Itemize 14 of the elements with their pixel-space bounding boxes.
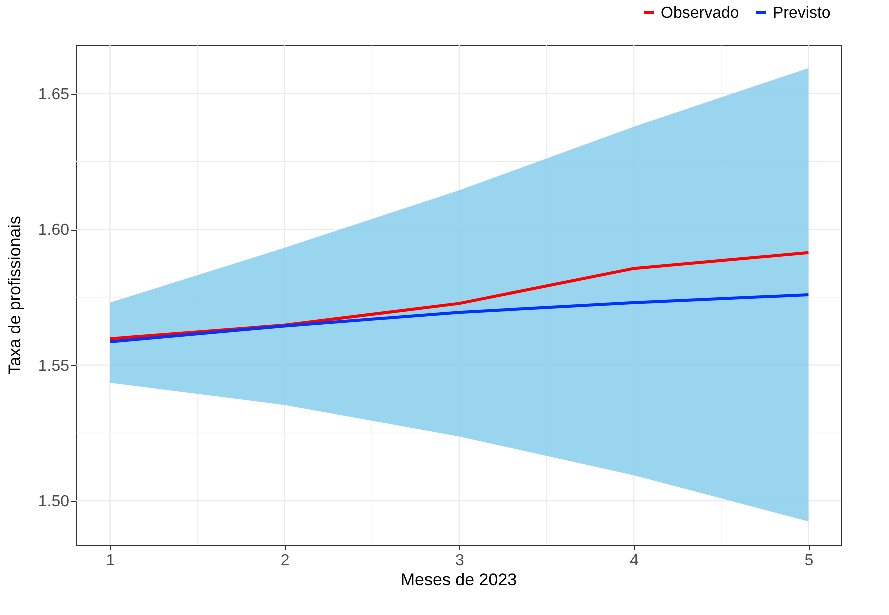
x-axis-title: Meses de 2023 [400, 570, 518, 590]
y-tick-label: 1.60 [38, 222, 70, 240]
x-tick-label: 2 [280, 552, 290, 570]
line-series [108, 294, 810, 344]
x-tick-label: 1 [106, 552, 116, 570]
y-tick-label: 1.55 [38, 358, 70, 375]
y-axis-title: Taxa de profissionais [5, 216, 24, 375]
x-tick-label: 3 [456, 552, 465, 570]
y-tick-label: 1.65 [38, 86, 70, 104]
legend-label: Previsto [773, 5, 831, 22]
y-tick-label: 1.50 [38, 494, 70, 511]
x-tick-label: 4 [630, 552, 640, 570]
legend-label: Observado [661, 5, 740, 22]
x-tick-label: 5 [804, 552, 814, 570]
